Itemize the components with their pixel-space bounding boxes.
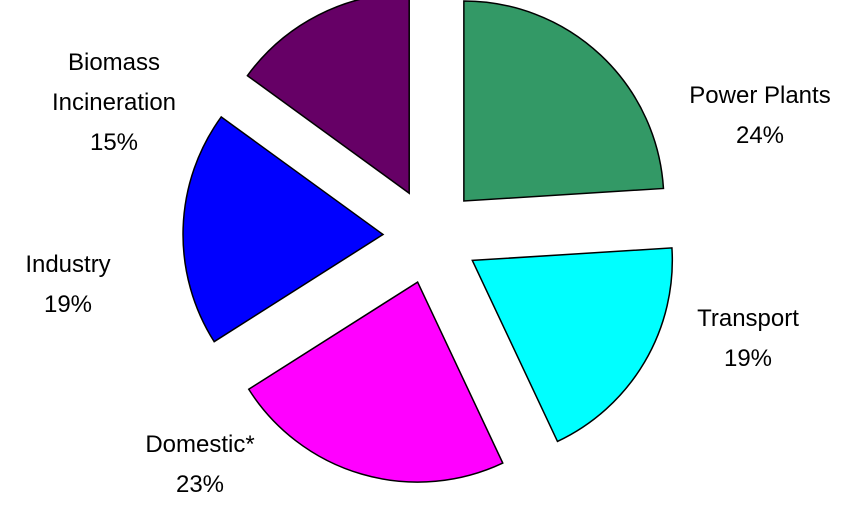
pie-slice-power-plants [463, 0, 665, 202]
pie-slice-industry [182, 115, 385, 343]
pie-slices [182, 0, 674, 483]
pie-labels: Power Plants 24% Transport 19% Domestic* 23% I… [25, 49, 830, 498]
slice-percentage: 23% [176, 471, 224, 498]
pie-slice-domestic [247, 281, 504, 483]
slice-percentage: 19% [724, 345, 772, 372]
slice-name: Incineration [52, 89, 176, 116]
slice-label-1: Transport 19% [697, 305, 799, 372]
slice-percentage: 19% [44, 291, 92, 318]
pie-slice-transport [471, 247, 674, 443]
slice-name: Domestic* [145, 431, 254, 458]
slice-label-4: Biomass Incineration 15% [52, 49, 176, 156]
slice-label-2: Domestic* 23% [145, 431, 254, 498]
slice-label-0: Power Plants 24% [689, 82, 830, 149]
slice-percentage: 24% [736, 122, 784, 149]
slice-name: Biomass [68, 49, 160, 76]
pie-slice-biomass-incineration [246, 0, 410, 195]
slice-name: Power Plants [689, 82, 830, 109]
slice-percentage: 15% [90, 129, 138, 156]
slice-name: Transport [697, 305, 799, 332]
slice-name: Industry [25, 251, 110, 278]
slice-label-3: Industry 19% [25, 251, 110, 318]
